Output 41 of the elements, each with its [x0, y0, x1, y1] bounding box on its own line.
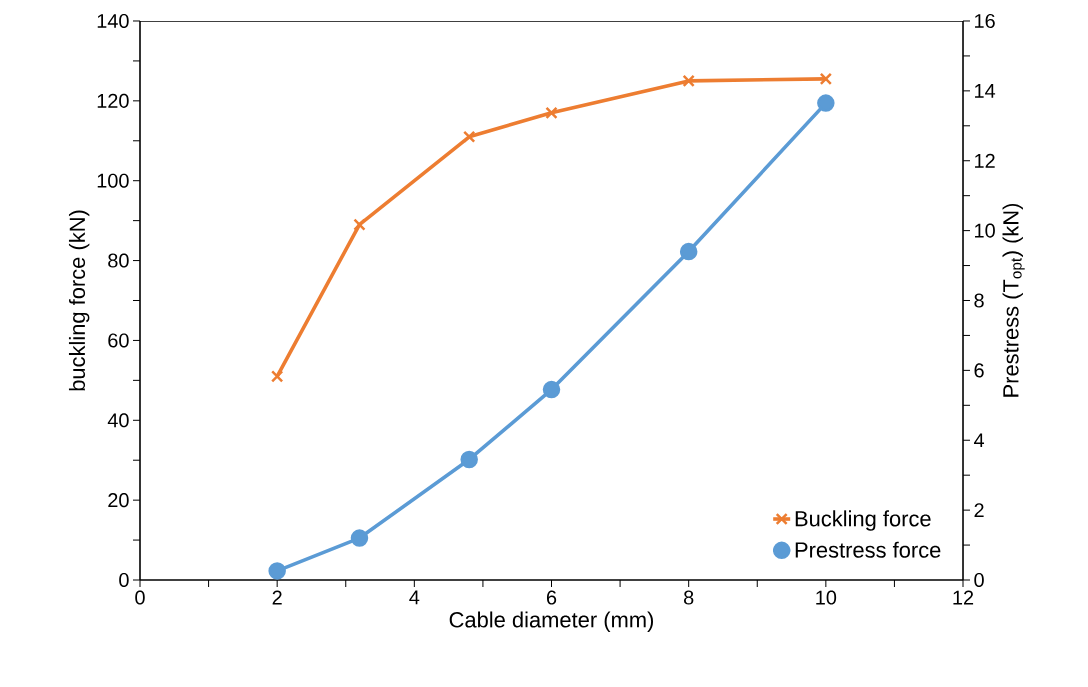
point — [460, 450, 478, 469]
x-tick-label: 10 — [816, 590, 837, 605]
y2-tick-label: 14 — [975, 84, 996, 98]
y2-tick-label: 8 — [974, 293, 984, 308]
legend-label: Buckling force — [795, 510, 931, 531]
x-tick-label: 0 — [135, 590, 145, 605]
y2-tick-label: 16 — [975, 13, 995, 29]
y2-tick-label: 4 — [973, 433, 985, 448]
y-tick-label: 80 — [108, 253, 129, 268]
x-axis-title: Cable diameter (mm) — [449, 611, 654, 632]
point — [679, 242, 698, 261]
y-tick-label: 20 — [108, 493, 129, 508]
y-axis-title: buckling force (kN) — [68, 210, 90, 391]
point — [463, 130, 476, 143]
x-tick-label: 12 — [953, 590, 974, 605]
legend-label: Prestress force — [795, 541, 941, 558]
y-tick-label: 140 — [97, 13, 129, 29]
point — [545, 106, 558, 120]
y2-tick-label: 2 — [974, 503, 984, 518]
point — [350, 529, 369, 547]
y-tick-label: 120 — [97, 93, 129, 108]
y2-tick-label: 6 — [974, 363, 984, 378]
point — [682, 74, 695, 88]
y-tick-label: 40 — [107, 413, 129, 428]
y2-tick-label: 0 — [974, 572, 984, 588]
point — [268, 562, 286, 580]
point — [353, 218, 366, 231]
y-tick-label: 100 — [97, 173, 129, 188]
x-tick-label: 6 — [546, 590, 557, 605]
y2-tick-label: 12 — [975, 153, 995, 168]
y2-tick-label: 10 — [975, 223, 995, 238]
y-tick-label: 60 — [108, 333, 129, 348]
y-tick-label: 0 — [119, 572, 129, 588]
point — [819, 72, 833, 86]
point — [270, 370, 284, 383]
x-tick-label: 8 — [683, 590, 694, 605]
x-tick-label: 2 — [272, 590, 282, 605]
y2-axis-title: Prestress (T$_{opt}$) (kN) — [1002, 203, 1025, 397]
x-tick-label: 4 — [409, 590, 420, 605]
point — [817, 94, 835, 112]
point — [542, 380, 561, 399]
